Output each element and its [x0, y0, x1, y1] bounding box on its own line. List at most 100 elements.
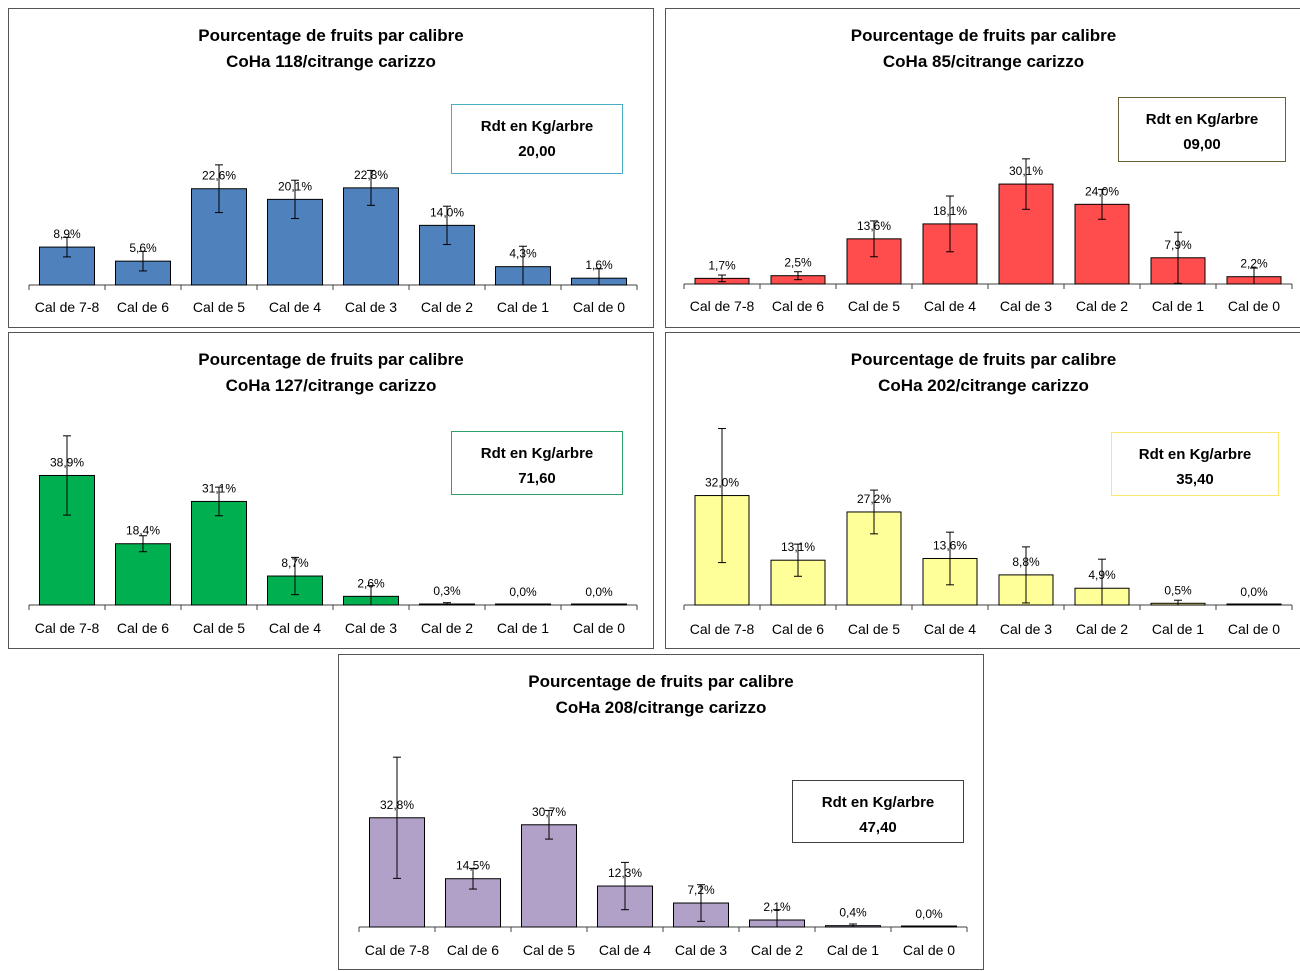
category-label: Cal de 5 [193, 620, 245, 636]
error-bar [1174, 599, 1182, 606]
chart-title-block: Pourcentage de fruits par calibre CoHa 2… [666, 347, 1300, 399]
data-label: 24,0% [1085, 184, 1119, 198]
data-label: 18,1% [933, 204, 967, 218]
bar-chart: 1,7% Cal de 7-8 2,5% Cal de 6 13,6% Cal de 5 1… [683, 158, 1293, 314]
bar [191, 500, 247, 606]
error-bar [718, 428, 726, 564]
data-label: 8,8% [1012, 555, 1040, 569]
category-label: Cal de 2 [751, 942, 803, 958]
data-label: 5,6% [129, 241, 157, 255]
error-bar [794, 271, 802, 281]
data-label: 14,0% [430, 205, 464, 219]
category-label: Cal de 6 [117, 620, 169, 636]
category-label: Cal de 2 [1076, 298, 1128, 314]
yield-label: Rdt en Kg/arbre [480, 118, 594, 135]
data-label: 0,3% [433, 584, 461, 598]
chart-subtitle: CoHa 202/citrange carizzo [878, 376, 1089, 395]
category-label: Cal de 1 [497, 620, 549, 636]
category-label: Cal de 3 [1000, 298, 1052, 314]
category-label: Cal de 7-8 [35, 620, 100, 636]
category-label: Cal de 6 [772, 621, 824, 637]
category-label: Cal de 6 [772, 298, 824, 314]
yield-value: 09,00 [1183, 136, 1221, 153]
data-label: 2,1% [763, 900, 791, 914]
data-label: 22,6% [202, 169, 236, 183]
data-label: 0,5% [1164, 583, 1192, 597]
error-bar [946, 531, 954, 586]
error-bar [1098, 558, 1106, 606]
yield-box: Rdt en Kg/arbre 71,60 [451, 431, 623, 495]
error-bar [443, 205, 451, 246]
data-label: 0,0% [1240, 585, 1268, 599]
data-label: 22,8% [354, 168, 388, 182]
category-label: Cal de 2 [1076, 621, 1128, 637]
data-label: 1,6% [585, 258, 613, 272]
error-bar [773, 909, 781, 928]
data-label: 4,9% [1088, 568, 1116, 582]
category-label: Cal de 0 [1228, 621, 1280, 637]
category-label: Cal de 3 [345, 299, 397, 315]
error-bar [215, 164, 223, 214]
error-bar [946, 195, 954, 253]
data-label: 30,7% [532, 805, 566, 819]
error-bar [63, 236, 71, 258]
category-label: Cal de 1 [497, 299, 549, 315]
error-bar [1022, 546, 1030, 604]
error-bar [545, 809, 553, 840]
data-label: 2,5% [784, 256, 812, 270]
category-label: Cal de 4 [924, 621, 976, 637]
error-bar [849, 923, 857, 928]
category-label: Cal de 2 [421, 299, 473, 315]
data-label: 38,9% [50, 455, 84, 469]
yield-value: 20,00 [518, 143, 556, 160]
category-label: Cal de 1 [1152, 621, 1204, 637]
category-label: Cal de 7-8 [690, 298, 755, 314]
data-label: 0,4% [839, 906, 867, 920]
error-bar [291, 556, 299, 596]
category-label: Cal de 6 [117, 299, 169, 315]
data-label: 18,4% [126, 524, 160, 538]
chart-panel-coha-202: Pourcentage de fruits par calibre CoHa 2… [665, 332, 1300, 649]
chart-panel-coha-85: Pourcentage de fruits par calibre CoHa 8… [665, 8, 1300, 328]
bar [39, 474, 95, 606]
category-label: Cal de 7-8 [365, 942, 430, 958]
chart-panel-coha-118: Pourcentage de fruits par calibre CoHa 1… [8, 8, 654, 328]
chart-panel-coha-208: Pourcentage de fruits par calibre CoHa 2… [338, 654, 984, 970]
category-label: Cal de 7-8 [35, 299, 100, 315]
error-bar [870, 489, 878, 535]
data-label: 14,5% [456, 859, 490, 873]
yield-value: 71,60 [518, 470, 556, 487]
error-bar [367, 169, 375, 206]
error-bar [215, 486, 223, 517]
bar [1226, 603, 1282, 606]
yield-value: 47,40 [859, 819, 897, 836]
yield-value: 35,40 [1176, 471, 1214, 488]
bar-chart: 32,0% Cal de 7-8 13,1% Cal de 6 27,2% Cal de … [683, 428, 1293, 637]
chart-title-block: Pourcentage de fruits par calibre CoHa 1… [9, 23, 653, 75]
category-label: Cal de 6 [447, 942, 499, 958]
data-label: 7,2% [687, 883, 715, 897]
category-label: Cal de 0 [1228, 298, 1280, 314]
error-bar [139, 250, 147, 272]
category-label: Cal de 3 [675, 942, 727, 958]
bar [571, 603, 627, 606]
category-label: Cal de 0 [573, 620, 625, 636]
category-label: Cal de 5 [523, 942, 575, 958]
data-label: 32,0% [705, 476, 739, 490]
yield-box: Rdt en Kg/arbre 47,40 [792, 780, 964, 843]
error-bar [291, 179, 299, 220]
data-label: 20,1% [278, 179, 312, 193]
data-label: 0,0% [915, 907, 943, 921]
error-bar [1022, 158, 1030, 210]
chart-subtitle: CoHa 118/citrange carizzo [226, 52, 436, 71]
chart-title: Pourcentage de fruits par calibre [198, 350, 464, 369]
chart-title: Pourcentage de fruits par calibre [850, 350, 1117, 369]
error-bar [63, 435, 71, 516]
category-label: Cal de 4 [269, 620, 321, 636]
category-label: Cal de 5 [848, 621, 900, 637]
error-bar [595, 268, 603, 286]
category-label: Cal de 0 [573, 299, 625, 315]
chart-subtitle: CoHa 208/citrange carizzo [555, 698, 767, 717]
bar [901, 925, 957, 928]
category-label: Cal de 4 [599, 942, 651, 958]
